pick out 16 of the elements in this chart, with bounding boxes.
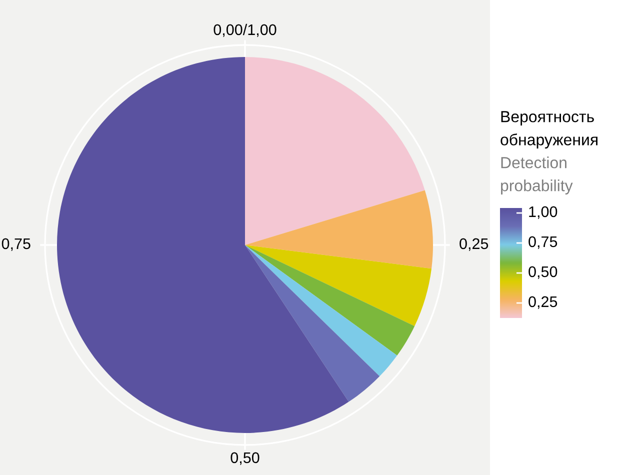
pie-slice bbox=[57, 57, 349, 433]
text: 0,50 bbox=[528, 266, 558, 279]
text: 0,25 bbox=[528, 296, 558, 309]
pie-slice bbox=[245, 245, 415, 356]
text: 0,00/1,00 bbox=[214, 24, 276, 37]
color-bar-title: Вероятность обнаружения Detection probability bbox=[500, 111, 598, 194]
text: 0,25 bbox=[460, 238, 488, 251]
pie-slice bbox=[245, 245, 398, 376]
pie-slice bbox=[245, 190, 433, 269]
text: 0,75 bbox=[528, 236, 558, 249]
text: 1,00 bbox=[529, 206, 558, 219]
pie-slice bbox=[245, 245, 380, 402]
pie-slice bbox=[245, 245, 432, 326]
text: 0,75 bbox=[2, 238, 30, 251]
text: 0,50 bbox=[230, 452, 260, 465]
pie-slice bbox=[245, 57, 425, 245]
